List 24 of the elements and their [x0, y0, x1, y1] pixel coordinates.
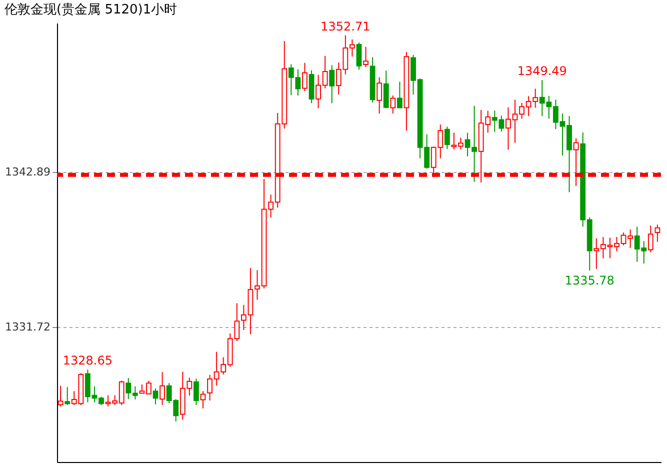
- candlestick: [648, 225, 654, 253]
- y-tick-label: 1331.72: [5, 320, 50, 334]
- candlestick: [356, 42, 362, 70]
- candlestick: [363, 46, 368, 68]
- annotation: 1349.49: [517, 64, 567, 78]
- annotation: 1328.65: [62, 354, 113, 368]
- candlestick: [200, 390, 206, 409]
- candlestick: [64, 386, 70, 406]
- chart-title: 伦敦金现(贵金属 5120)1小时: [4, 2, 178, 18]
- candlestick: [58, 385, 64, 407]
- candlestick: [329, 64, 335, 104]
- candlestick: [160, 372, 166, 406]
- candlestick: [152, 388, 158, 405]
- candlestick: [383, 70, 389, 109]
- annotation: 1335.78: [564, 274, 614, 288]
- candlestick: [376, 76, 382, 114]
- candlestick: [654, 224, 660, 242]
- candlestick: [302, 62, 308, 92]
- candlestick: [390, 95, 396, 114]
- candlestick: [396, 81, 402, 108]
- annotation: 1352.71: [320, 19, 370, 34]
- y-tick-label: 1342.89: [5, 165, 50, 178]
- candlestick: [444, 126, 450, 150]
- candlestick: [194, 378, 199, 406]
